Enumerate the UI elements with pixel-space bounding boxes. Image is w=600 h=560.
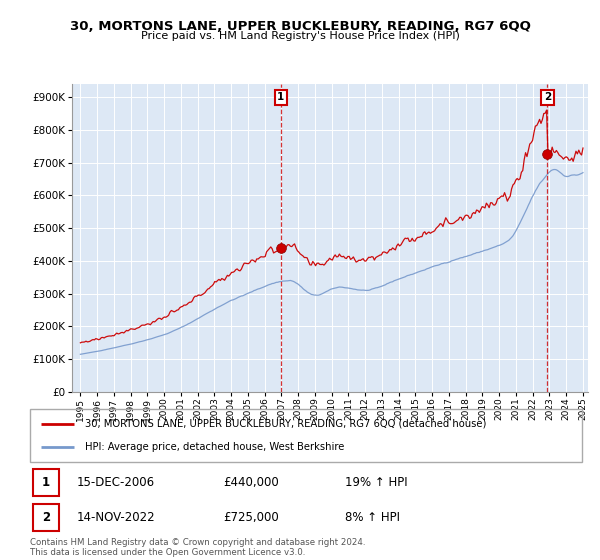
Text: HPI: Average price, detached house, West Berkshire: HPI: Average price, detached house, West… [85, 442, 344, 452]
Text: 15-DEC-2006: 15-DEC-2006 [77, 476, 155, 489]
Text: £440,000: £440,000 [223, 476, 279, 489]
Text: 2: 2 [42, 511, 50, 524]
Text: 14-NOV-2022: 14-NOV-2022 [77, 511, 155, 524]
Text: 1: 1 [277, 92, 284, 102]
Text: 2: 2 [544, 92, 551, 102]
Text: 8% ↑ HPI: 8% ↑ HPI [344, 511, 400, 524]
Text: 1: 1 [42, 476, 50, 489]
FancyBboxPatch shape [33, 504, 59, 531]
Text: 30, MORTONS LANE, UPPER BUCKLEBURY, READING, RG7 6QQ: 30, MORTONS LANE, UPPER BUCKLEBURY, READ… [70, 20, 530, 32]
Text: 30, MORTONS LANE, UPPER BUCKLEBURY, READING, RG7 6QQ (detached house): 30, MORTONS LANE, UPPER BUCKLEBURY, READ… [85, 419, 487, 429]
Text: Price paid vs. HM Land Registry's House Price Index (HPI): Price paid vs. HM Land Registry's House … [140, 31, 460, 41]
Text: 19% ↑ HPI: 19% ↑ HPI [344, 476, 407, 489]
FancyBboxPatch shape [33, 469, 59, 496]
Text: £725,000: £725,000 [223, 511, 279, 524]
Text: Contains HM Land Registry data © Crown copyright and database right 2024.
This d: Contains HM Land Registry data © Crown c… [30, 538, 365, 557]
